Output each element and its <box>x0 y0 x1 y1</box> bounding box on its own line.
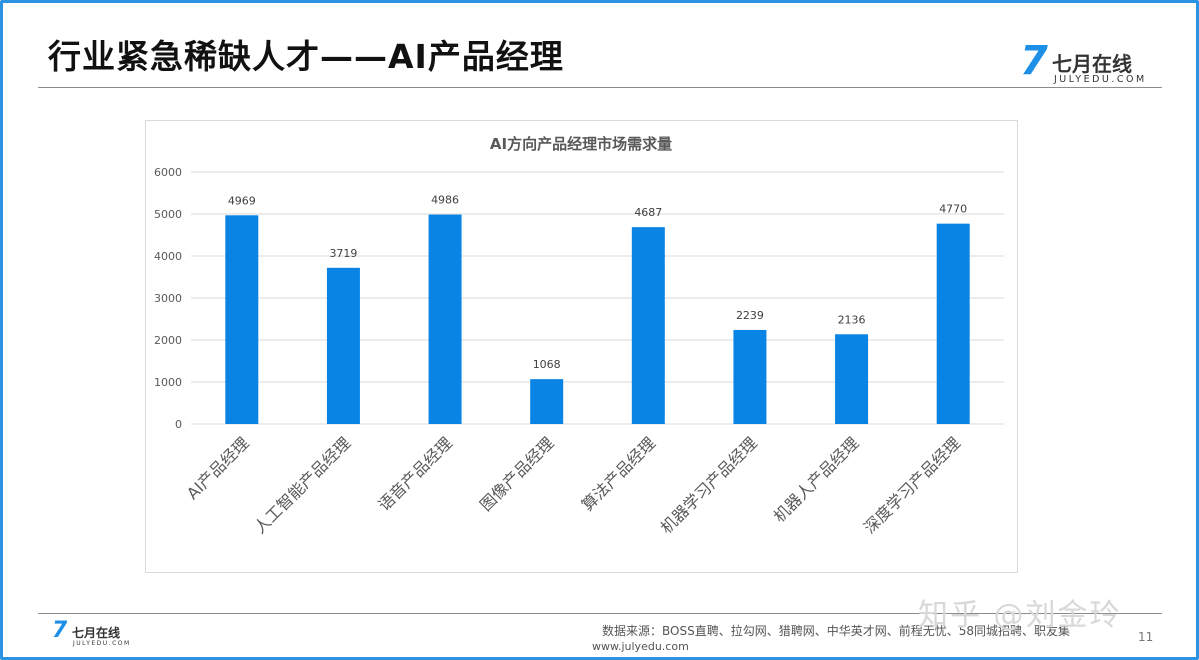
bar <box>936 223 970 424</box>
x-tick-label: 机器学习产品经理 <box>657 433 761 537</box>
data-label: 4770 <box>939 203 967 216</box>
x-tick-label: 算法产品经理 <box>578 433 659 514</box>
y-tick-label: 5000 <box>154 208 182 221</box>
data-label: 4969 <box>228 194 256 207</box>
y-tick-label: 6000 <box>154 166 182 179</box>
y-tick-label: 0 <box>175 418 182 431</box>
y-tick-label: 2000 <box>154 334 182 347</box>
header-divider <box>38 87 1162 88</box>
data-label: 2136 <box>838 313 866 326</box>
x-tick-label: 图像产品经理 <box>476 433 557 514</box>
bar <box>733 329 767 424</box>
chart-container: AI方向产品经理市场需求量 0 1000 2000 3000 4000 5000 6000 49… <box>145 120 1018 573</box>
bar-chart: AI方向产品经理市场需求量 0 1000 2000 3000 4000 5000 6000 49… <box>154 135 1004 537</box>
x-tick-label: AI产品经理 <box>183 433 253 503</box>
data-label: 2239 <box>736 309 764 322</box>
data-label: 3719 <box>329 247 357 260</box>
x-tick-label: 人工智能产品经理 <box>250 433 354 537</box>
logo-domain: JULYEDU.COM <box>1054 74 1147 85</box>
footer-logo-domain: JULYEDU.COM <box>73 640 131 647</box>
brand-logo: 7 七月在线 JULYEDU.COM <box>1018 38 1168 92</box>
x-tick-label: 机器人产品经理 <box>770 433 863 526</box>
chart-title: AI方向产品经理市场需求量 <box>490 135 672 153</box>
data-source: 数据来源：BOSS直聘、拉勾网、猎聘网、中华英才网、前程无忧、58同城招聘、职友… <box>602 624 1070 638</box>
y-tick-label: 3000 <box>154 292 182 305</box>
data-label: 1068 <box>533 358 561 371</box>
y-tick-label: 4000 <box>154 250 182 263</box>
bar <box>326 267 360 424</box>
footer-logo-mark: 7 <box>52 618 68 643</box>
page-number: 11 <box>1138 630 1154 644</box>
footer-logo-name: 七月在线 <box>72 626 121 640</box>
bar <box>530 379 564 424</box>
bar <box>631 227 665 424</box>
footer-logo: 7 七月在线 JULYEDU.COM <box>52 618 162 652</box>
data-label: 4687 <box>634 206 662 219</box>
x-tick-label: 深度学习产品经理 <box>860 433 964 537</box>
watermark: 知乎 @刘金玲 <box>918 598 1122 633</box>
slide-title: 行业紧急稀缺人才——AI产品经理 <box>48 37 564 76</box>
logo-mark: 7 <box>1020 38 1048 84</box>
footer-divider <box>38 613 1162 614</box>
logo-name: 七月在线 <box>1052 52 1132 76</box>
footer-url[interactable]: www.julyedu.com <box>592 640 689 653</box>
bar <box>835 334 869 424</box>
y-tick-label: 1000 <box>154 376 182 389</box>
bar <box>428 214 462 424</box>
bar <box>225 215 259 424</box>
x-tick-label: 语音产品经理 <box>375 433 456 514</box>
data-label: 4986 <box>431 194 459 207</box>
